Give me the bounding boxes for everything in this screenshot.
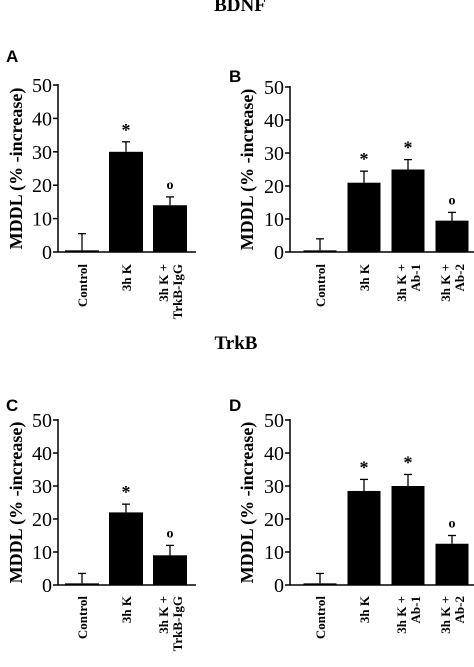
y-tick-label: 20 [32,509,52,531]
significance-marker: o [167,178,174,193]
y-tick-label: 50 [32,410,52,432]
y-tick-label: 0 [274,242,284,264]
y-axis-label: MDDL (% -increase) [6,422,27,584]
y-tick-label: 30 [32,142,52,164]
panel-d: D MDDL (% -increase) 0 10 20 30 40 50 Control * 3h… [229,396,474,639]
panel-letter: C [6,396,18,415]
bar [109,512,143,585]
category-label: 3h K +Ab-2 [438,596,467,634]
significance-marker: * [404,452,413,472]
bar [303,250,337,252]
category-label: 3h K +Ab-1 [394,264,423,302]
y-tick-label: 50 [264,410,284,432]
y-tick-label: 0 [42,242,52,264]
panel-letter: D [229,396,241,415]
y-tick-label: 30 [32,476,52,498]
category-label: 3h K +TrkB-IgG [156,264,185,319]
bar [435,543,469,585]
y-tick-label: 0 [274,575,284,597]
y-tick-label: 50 [32,75,52,97]
y-tick-label: 10 [264,209,284,231]
category-label: Control [75,596,90,639]
bar [109,151,143,252]
bar [347,182,381,252]
y-tick-label: 50 [264,77,284,99]
category-label: 3h K [357,263,372,291]
panel-letter: A [6,47,18,66]
y-tick-label: 10 [32,209,52,231]
section-title-bdnf: BDNF [214,0,266,16]
panel-a: A MDDL (% -increase) 0 10 20 30 40 50 Control * 3h… [6,47,196,319]
y-axis-label: MDDL (% -increase) [237,89,258,251]
bar [153,555,187,585]
category-label: Control [313,596,328,639]
bar [435,220,469,252]
category-label: Control [75,264,90,307]
section-title-trkb: TrkB [215,333,258,354]
panel-letter: B [229,67,241,86]
y-tick-label: 40 [32,443,52,465]
bar [65,250,99,252]
y-axis-label: MDDL (% -increase) [237,422,258,584]
bar [347,490,381,585]
category-label: 3h K [119,263,134,291]
significance-marker: * [360,457,369,477]
significance-marker: o [449,193,456,208]
y-tick-label: 10 [32,542,52,564]
panel-b: B MDDL (% -increase) 0 10 20 30 40 50 Control * 3h… [229,67,474,307]
panel-c: C MDDL (% -increase) 0 10 20 30 40 50 Control * 3h… [6,396,196,651]
y-tick-label: 30 [264,476,284,498]
y-tick-label: 20 [264,509,284,531]
bar [391,169,425,252]
y-tick-label: 40 [264,443,284,465]
category-label: 3h K +Ab-2 [438,264,467,302]
significance-marker: * [404,138,413,158]
y-tick-label: 0 [42,575,52,597]
significance-marker: o [449,517,456,532]
significance-marker: o [167,526,174,541]
y-tick-label: 10 [264,542,284,564]
significance-marker: * [122,482,131,502]
category-label: 3h K +TrkB-IgG [156,596,185,651]
category-label: Control [313,264,328,307]
y-axis-label: MDDL (% -increase) [6,88,27,250]
y-tick-label: 40 [32,108,52,130]
bar [65,583,99,585]
y-tick-label: 30 [264,143,284,165]
bar [153,205,187,252]
y-tick-label: 20 [32,175,52,197]
significance-marker: * [122,120,131,140]
y-tick-label: 40 [264,110,284,132]
y-tick-label: 20 [264,176,284,198]
bar [391,486,425,585]
bar [303,583,337,585]
significance-marker: * [360,149,369,169]
category-label: 3h K [357,595,372,623]
category-label: 3h K +Ab-1 [394,596,423,634]
category-label: 3h K [119,595,134,623]
